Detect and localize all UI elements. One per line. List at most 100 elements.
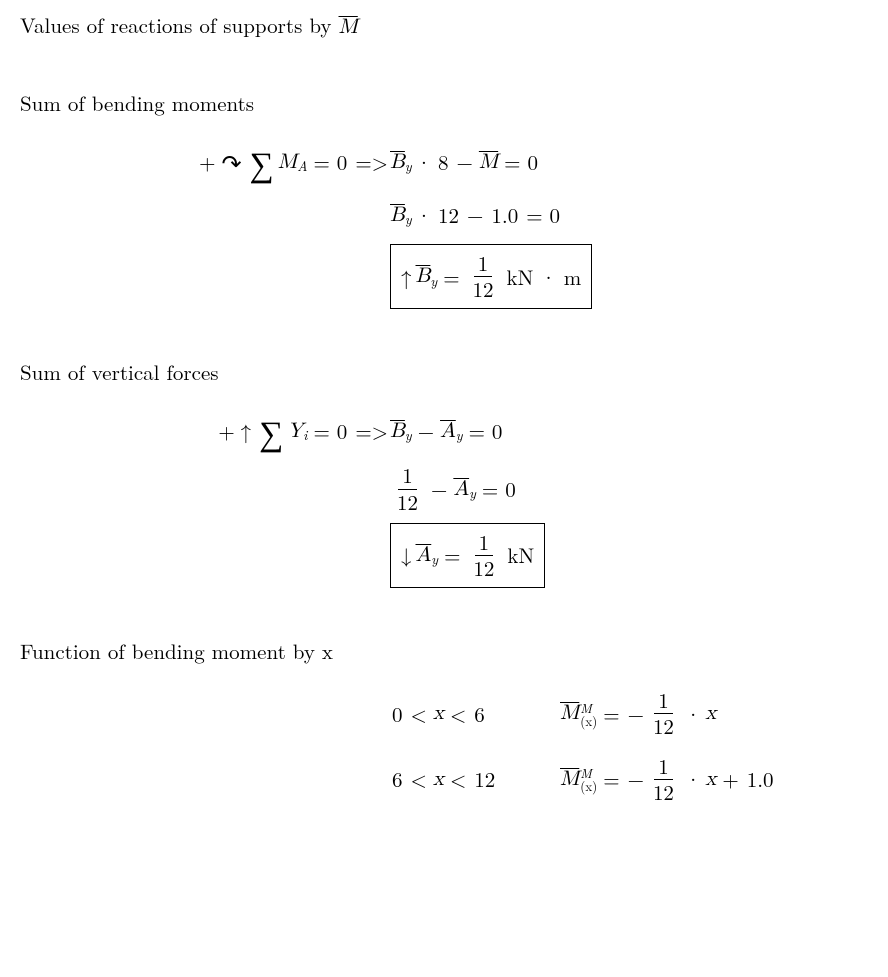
r1-neg: − [628,699,644,729]
curve-arrow-icon: ↷ [221,145,241,179]
r2-lo: 6 [392,764,403,794]
plus-sign-2: + [218,416,234,446]
r2-xv: x [705,767,716,792]
r1-lt2: < [450,699,466,729]
r2-plus: + [722,764,738,794]
r2-supsub: M(x) [580,766,597,792]
r2-dot: · [685,764,701,794]
sum-symbol-2: ∑ [259,407,283,455]
boxed-result-2: ↓ Ay = 1 12 kN [390,523,545,588]
heading-reactions: Values of reactions of supports by M [20,10,868,40]
subscript-y-box: y [430,271,437,291]
r2-den: 12 [649,780,678,805]
heading-vertical-forces: Sum of vertical forces [20,357,868,387]
eq-line-2: + ↑ ∑ Yi = 0 => By − Ay = 0 [120,407,868,455]
implies: => [355,147,388,177]
heading-function: Function of bending moment by x [20,636,868,666]
r2-neg: − [628,764,644,794]
subscript-y: y [405,156,412,176]
subscript-y-3: y [405,425,412,445]
eq-line-box1: ↑ By = 1 12 kN · m [120,244,868,309]
r2-frac: 1 12 [649,754,678,805]
r1-xv: x [705,701,716,726]
var-By-box: B [416,264,431,289]
eq-zero-2: = 0 [526,200,560,230]
eq-box1: = [443,262,459,292]
r1-dot: · [685,699,701,729]
dot-2: · [416,200,432,230]
var-By: B [390,150,405,175]
r2-lt1: < [411,764,427,794]
equation-block-2: + ↑ ∑ Yi = 0 => By − Ay = 0 1 12 − Ay = … [120,407,868,588]
r2-eq: = [603,764,619,794]
subscript-A: A [297,156,307,176]
heading-symbol: M [339,17,358,38]
range-line-1: 0 < x < 6 MM(x) = − 1 12 · x [390,688,868,739]
var-Mbar: M [479,150,498,175]
fraction-box2: 1 12 [469,530,498,581]
r2-one: 1.0 [747,764,774,794]
r2-lt2: < [450,764,466,794]
r1-lt1: < [411,699,427,729]
heading-text: Values of reactions of supports by [20,10,339,40]
frac-den-2: 12 [469,556,498,581]
up-arrow-icon-2: ↑ [241,416,252,446]
num-12: 12 [438,200,459,230]
r2-M: M [560,767,579,792]
sum-symbol: ∑ [250,138,274,186]
var-By-3: B [390,419,405,444]
minus: − [457,147,473,177]
eq-box2: = [444,540,460,570]
r1-lo: 0 [392,699,403,729]
equation-block-1: + ↷ ∑ MA = 0 => By · 8 − M = 0 By · 12 −… [120,138,868,309]
r2-num: 1 [654,754,673,780]
dot: · [416,147,432,177]
r1-den: 12 [649,714,678,739]
eq-zero-3: = 0 [313,416,347,446]
subscript-y-2: y [405,209,412,229]
plus-sign: + [199,147,215,177]
boxed-result-1: ↑ By = 1 12 kN · m [390,244,592,309]
range-line-2: 6 < x < 12 MM(x) = − 1 12 · x + 1.0 [390,754,868,805]
subscript-y-5: y [469,483,476,503]
implies-2: => [355,416,388,446]
frac-den-2b: 12 [393,490,422,515]
eq-line-box2: ↓ Ay = 1 12 kN [120,523,868,588]
minus-2: − [467,200,483,230]
var-Ay-2: A [453,477,469,502]
var-By-2: B [390,203,405,228]
up-arrow-icon: ↑ [401,262,412,292]
subscript-y-4: y [456,425,463,445]
frac-num-2b: 1 [398,463,417,489]
down-arrow-icon: ↓ [401,540,412,570]
fraction-box1: 1 12 [469,251,498,302]
r1-eq: = [603,699,619,729]
minus-3: − [418,416,434,446]
heading-bending-moments: Sum of bending moments [20,88,868,118]
frac-num-2: 1 [475,530,494,556]
unit-knm: kN · m [507,262,582,292]
eq-zero-r: = 0 [504,147,538,177]
r2-x: x [433,767,444,792]
eq-line-1: + ↷ ∑ MA = 0 => By · 8 − M = 0 [120,138,868,186]
r1-M: M [560,701,579,726]
eq-zero-5: = 0 [482,474,516,504]
r1-x: x [433,701,444,726]
minus-4: − [431,474,447,504]
subscript-i: i [303,425,307,445]
var-Ay-box: A [416,543,432,568]
eq-line-2b: 1 12 − Ay = 0 [120,463,868,514]
var-Ay: A [440,419,456,444]
num-8: 8 [438,147,449,177]
frac-den-1: 12 [469,277,498,302]
num-1: 1.0 [491,200,518,230]
eq-zero-4: = 0 [469,416,503,446]
eq-zero: = 0 [313,147,347,177]
subscript-y-box2: y [431,549,438,569]
var-Y: Y [287,419,303,444]
r1-supsub: M(x) [580,701,597,727]
var-M: M [278,150,297,175]
r2-hi: 12 [474,764,495,794]
r1-frac: 1 12 [649,688,678,739]
fraction-2b: 1 12 [393,463,422,514]
